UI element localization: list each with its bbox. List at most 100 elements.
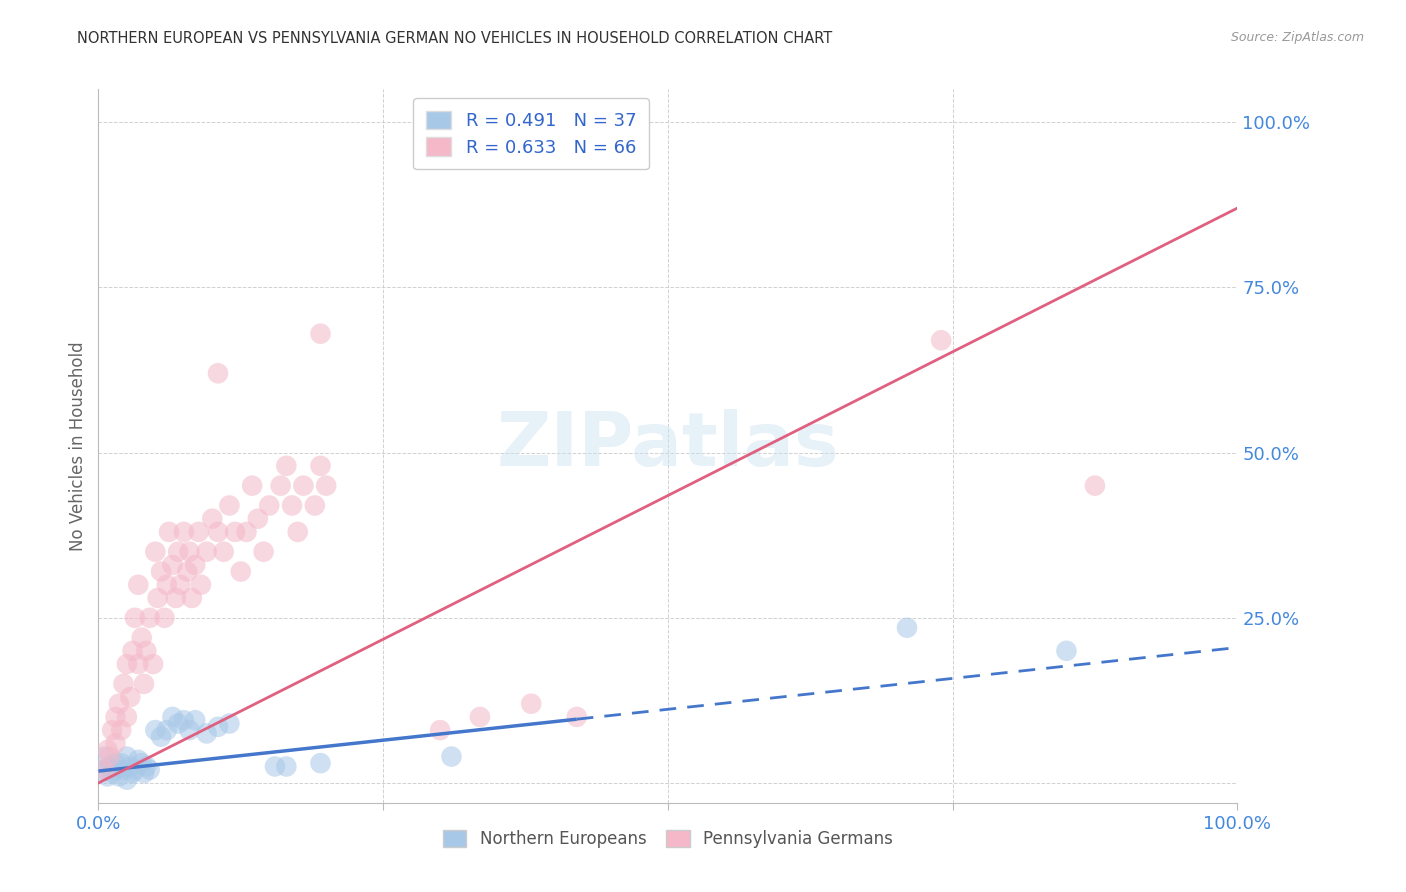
Point: [98, 759, 121, 773]
Point: [150, 730, 173, 744]
Point: [259, 499, 281, 513]
Point: [132, 677, 155, 691]
Point: [110, 756, 132, 771]
Point: [104, 763, 127, 777]
Point: [101, 723, 124, 738]
Point: [110, 723, 132, 738]
Text: ZIPatlas: ZIPatlas: [496, 409, 839, 483]
Point: [468, 710, 491, 724]
Point: [135, 644, 157, 658]
Point: [115, 749, 138, 764]
Point: [212, 545, 235, 559]
Point: [176, 565, 198, 579]
Point: [115, 657, 138, 671]
Point: [207, 524, 229, 539]
Point: [108, 769, 131, 783]
Point: [165, 591, 187, 605]
Point: [93, 763, 115, 777]
Point: [264, 759, 287, 773]
Point: [235, 524, 257, 539]
Point: [162, 710, 184, 724]
Point: [929, 333, 952, 347]
Point: [292, 478, 315, 492]
Point: [96, 743, 118, 757]
Point: [142, 657, 165, 671]
Point: [112, 763, 135, 777]
Point: [276, 759, 298, 773]
Point: [565, 710, 588, 724]
Point: [218, 499, 240, 513]
Point: [240, 478, 263, 492]
Point: [1084, 478, 1107, 492]
Point: [145, 545, 167, 559]
Y-axis label: No Vehicles in Household: No Vehicles in Household: [69, 341, 87, 551]
Point: [315, 478, 337, 492]
Point: [115, 710, 138, 724]
Point: [173, 524, 195, 539]
Point: [131, 631, 153, 645]
Point: [440, 749, 463, 764]
Point: [1054, 644, 1078, 658]
Point: [120, 690, 142, 704]
Point: [167, 716, 190, 731]
Point: [153, 611, 176, 625]
Point: [190, 578, 212, 592]
Point: [162, 558, 184, 572]
Point: [96, 769, 118, 783]
Legend: Northern Europeans, Pennsylvania Germans: Northern Europeans, Pennsylvania Germans: [436, 823, 900, 855]
Point: [207, 720, 229, 734]
Point: [187, 524, 209, 539]
Point: [179, 545, 201, 559]
Point: [127, 578, 149, 592]
Point: [101, 766, 124, 780]
Point: [429, 723, 451, 738]
Text: Source: ZipAtlas.com: Source: ZipAtlas.com: [1230, 31, 1364, 45]
Text: NORTHERN EUROPEAN VS PENNSYLVANIA GERMAN NO VEHICLES IN HOUSEHOLD CORRELATION CH: NORTHERN EUROPEAN VS PENNSYLVANIA GERMAN…: [77, 31, 832, 46]
Point: [287, 524, 309, 539]
Point: [115, 772, 138, 787]
Point: [93, 763, 115, 777]
Point: [138, 763, 160, 777]
Point: [98, 749, 121, 764]
Point: [108, 697, 131, 711]
Point: [93, 749, 115, 764]
Point: [207, 367, 229, 381]
Point: [896, 621, 918, 635]
Point: [145, 723, 167, 738]
Point: [304, 499, 326, 513]
Point: [246, 511, 269, 525]
Point: [138, 611, 160, 625]
Point: [127, 657, 149, 671]
Point: [104, 710, 127, 724]
Point: [180, 591, 202, 605]
Point: [121, 766, 143, 780]
Point: [121, 644, 143, 658]
Point: [520, 697, 543, 711]
Point: [156, 578, 179, 592]
Point: [201, 511, 224, 525]
Point: [281, 499, 304, 513]
Point: [224, 524, 246, 539]
Point: [276, 458, 298, 473]
Point: [150, 565, 173, 579]
Point: [135, 759, 157, 773]
Point: [104, 736, 127, 750]
Point: [132, 766, 155, 780]
Point: [146, 591, 169, 605]
Point: [184, 713, 207, 727]
Point: [124, 611, 146, 625]
Point: [124, 763, 146, 777]
Point: [270, 478, 292, 492]
Point: [167, 545, 190, 559]
Point: [252, 545, 274, 559]
Point: [120, 759, 142, 773]
Point: [179, 723, 201, 738]
Point: [127, 753, 149, 767]
Point: [195, 545, 218, 559]
Point: [184, 558, 207, 572]
Point: [229, 565, 252, 579]
Point: [104, 756, 127, 771]
Point: [131, 756, 153, 771]
Point: [309, 458, 332, 473]
Point: [112, 677, 135, 691]
